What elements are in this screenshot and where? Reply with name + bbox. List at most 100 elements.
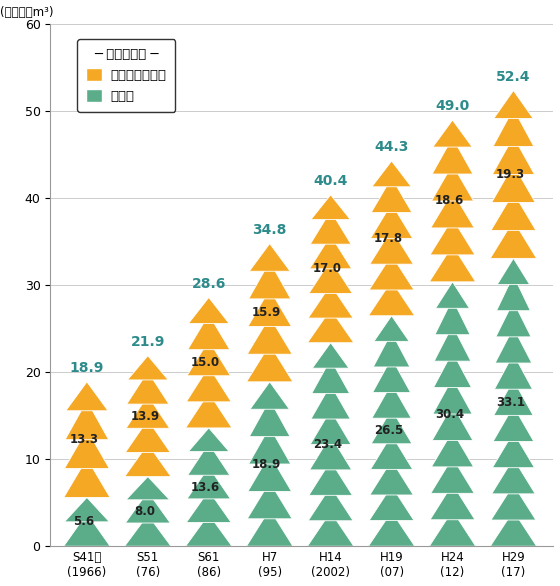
Polygon shape	[492, 165, 535, 202]
Text: 13.9: 13.9	[130, 410, 160, 423]
Polygon shape	[307, 309, 354, 343]
Polygon shape	[311, 384, 351, 419]
Polygon shape	[310, 410, 351, 444]
Polygon shape	[187, 467, 231, 499]
Polygon shape	[492, 432, 534, 468]
Polygon shape	[246, 509, 293, 546]
Polygon shape	[188, 428, 229, 452]
Polygon shape	[371, 178, 412, 213]
Polygon shape	[310, 236, 352, 269]
Polygon shape	[370, 229, 413, 264]
Polygon shape	[188, 298, 229, 323]
Polygon shape	[308, 285, 353, 318]
Polygon shape	[310, 435, 352, 470]
Text: 30.4: 30.4	[435, 407, 464, 421]
Polygon shape	[435, 299, 470, 335]
Polygon shape	[494, 91, 533, 118]
Polygon shape	[372, 358, 410, 393]
Polygon shape	[248, 289, 291, 326]
Polygon shape	[312, 359, 349, 394]
Text: 40.4: 40.4	[314, 174, 348, 188]
Text: 26.5: 26.5	[374, 424, 403, 438]
Polygon shape	[309, 260, 352, 294]
Polygon shape	[368, 512, 415, 546]
Polygon shape	[311, 195, 351, 220]
Polygon shape	[431, 431, 474, 467]
Polygon shape	[433, 352, 472, 387]
Text: 52.4: 52.4	[496, 70, 531, 84]
Polygon shape	[491, 485, 536, 520]
Polygon shape	[370, 461, 413, 495]
Text: 33.1: 33.1	[496, 396, 525, 409]
Polygon shape	[430, 246, 475, 282]
Polygon shape	[491, 220, 536, 258]
Text: 49.0: 49.0	[435, 99, 470, 113]
Polygon shape	[128, 356, 168, 380]
Polygon shape	[372, 161, 411, 187]
Polygon shape	[249, 261, 291, 299]
Text: 28.6: 28.6	[192, 277, 226, 291]
Polygon shape	[433, 379, 472, 414]
Polygon shape	[126, 396, 170, 428]
Polygon shape	[64, 498, 109, 522]
Polygon shape	[369, 255, 414, 290]
Text: 13.6: 13.6	[191, 481, 220, 493]
Polygon shape	[371, 435, 413, 469]
Polygon shape	[310, 211, 351, 244]
Text: (単位：億m³): (単位：億m³)	[0, 6, 54, 19]
Polygon shape	[188, 443, 230, 475]
Polygon shape	[432, 405, 473, 441]
Text: 44.3: 44.3	[375, 140, 409, 154]
Text: 13.3: 13.3	[69, 433, 99, 446]
Polygon shape	[496, 302, 531, 337]
Text: 19.3: 19.3	[496, 168, 525, 181]
Polygon shape	[66, 382, 108, 411]
Polygon shape	[436, 282, 469, 308]
Polygon shape	[493, 406, 534, 441]
Polygon shape	[374, 332, 410, 367]
Polygon shape	[250, 382, 290, 409]
Text: 18.6: 18.6	[435, 195, 464, 207]
Polygon shape	[371, 409, 412, 444]
Text: 18.9: 18.9	[252, 458, 281, 471]
Polygon shape	[430, 484, 475, 520]
Text: 17.8: 17.8	[374, 232, 403, 245]
Polygon shape	[430, 219, 475, 255]
Polygon shape	[368, 281, 415, 316]
Polygon shape	[492, 137, 534, 175]
Polygon shape	[125, 420, 170, 452]
Polygon shape	[249, 427, 291, 464]
Polygon shape	[185, 515, 232, 546]
Polygon shape	[430, 510, 475, 546]
Polygon shape	[186, 367, 231, 402]
Polygon shape	[127, 372, 169, 404]
Polygon shape	[492, 458, 535, 494]
Text: 15.0: 15.0	[191, 356, 220, 369]
Polygon shape	[125, 515, 171, 546]
Polygon shape	[495, 328, 532, 363]
Polygon shape	[371, 203, 413, 239]
Text: 5.6: 5.6	[73, 515, 95, 529]
Polygon shape	[126, 476, 170, 500]
Text: 15.9: 15.9	[252, 306, 281, 319]
Polygon shape	[248, 317, 292, 354]
Text: 17.0: 17.0	[313, 263, 342, 275]
Polygon shape	[64, 458, 110, 498]
Polygon shape	[431, 192, 474, 228]
Polygon shape	[125, 492, 170, 523]
Polygon shape	[431, 458, 474, 493]
Polygon shape	[249, 400, 290, 437]
Polygon shape	[248, 482, 292, 519]
Polygon shape	[369, 486, 414, 520]
Polygon shape	[307, 512, 354, 546]
Polygon shape	[374, 316, 409, 342]
Polygon shape	[494, 354, 533, 389]
Text: 23.4: 23.4	[313, 438, 342, 451]
Polygon shape	[248, 454, 291, 492]
Polygon shape	[434, 325, 471, 361]
Polygon shape	[64, 513, 110, 546]
Polygon shape	[497, 275, 530, 311]
Polygon shape	[185, 393, 232, 428]
Polygon shape	[65, 401, 109, 440]
Text: 21.9: 21.9	[130, 335, 165, 349]
